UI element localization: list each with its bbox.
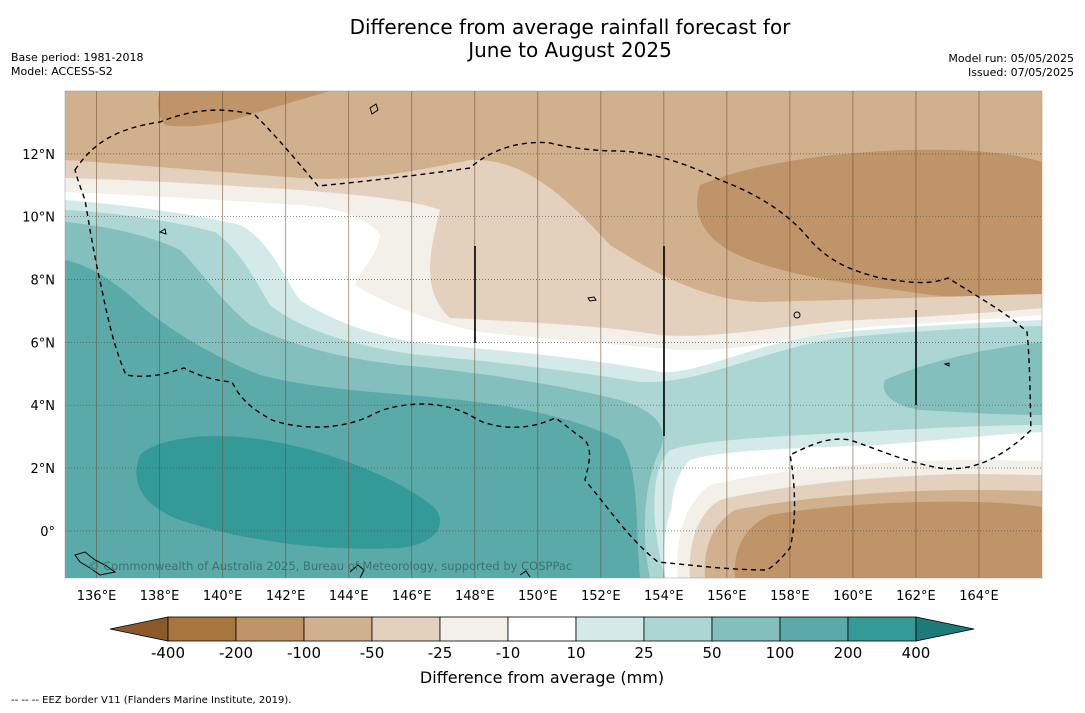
- latitude-tick-label: 10°N: [22, 211, 55, 226]
- longitude-tick-label: 142°E: [266, 589, 306, 604]
- issued-text: Issued: 07/05/2025: [967, 66, 1074, 79]
- island-nw: [369, 103, 379, 115]
- eez-border-main: [74, 109, 1032, 571]
- latitude-tick-label: 12°N: [22, 148, 55, 163]
- colorbar-swatch: [847, 616, 917, 642]
- colorbar-swatch: [711, 616, 781, 642]
- base-period-text: Base period: 1981-2018: [11, 51, 144, 64]
- longitude-tick-label: 154°E: [644, 589, 684, 604]
- map-frame: [64, 90, 1043, 579]
- island-palau: [158, 228, 167, 235]
- colorbar-tick-label: 25: [634, 644, 653, 662]
- colorbar-tick-label: -100: [287, 644, 321, 662]
- colorbar-swatch: [371, 616, 441, 642]
- model-run-text: Model run: 05/05/2025: [948, 52, 1074, 65]
- colorbar-tick-label: 100: [766, 644, 795, 662]
- longitude-tick-label: 136°E: [77, 589, 117, 604]
- longitude-tick-label: 150°E: [518, 589, 558, 604]
- latitude-tick-label: 2°N: [31, 462, 56, 477]
- contour-blob-minus200-nw: [157, 91, 330, 127]
- latitude-tick-label: 4°N: [31, 399, 56, 414]
- colorbar-under-arrow: [109, 616, 169, 642]
- colorbar-tick-label: -50: [360, 644, 385, 662]
- longitude-tick-label: 160°E: [833, 589, 873, 604]
- longitude-tick-label: 148°E: [455, 589, 495, 604]
- run-info: Model run: 05/05/2025 Issued: 07/05/2025: [948, 52, 1074, 80]
- eez-solid-segments: [474, 246, 917, 436]
- colorbar-tick-label: 200: [834, 644, 863, 662]
- colorbar-tick-label: 10: [566, 644, 585, 662]
- colorbar-swatch: [643, 616, 713, 642]
- island-manus: [349, 564, 365, 579]
- contour-blob-plus50-east: [883, 342, 1042, 415]
- island-pohnpei: [793, 311, 801, 319]
- longitude-labels: 136°E 138°E 140°E 142°E 144°E 146°E 148°E 150°E…: [77, 589, 999, 604]
- latitude-labels: 12°N 10°N 8°N 6°N 4°N 2°N 0°: [22, 148, 55, 540]
- latitude-tick-label: 0°: [40, 525, 55, 540]
- longitude-tick-label: 144°E: [329, 589, 369, 604]
- map-title-line-1: Difference from average rainfall forecas…: [349, 15, 791, 39]
- colorbar-swatch: [779, 616, 849, 642]
- contour-blob-minus200-ne: [697, 149, 1042, 299]
- colorbar: -400 -200 -100 -50 -25 -10 10 25 50 100 200 400: [109, 616, 975, 662]
- island-s-coast: [519, 570, 531, 578]
- latitude-tick-label: 6°N: [31, 336, 56, 351]
- colorbar-swatch: [167, 616, 237, 642]
- map-title-line-2: June to August 2025: [468, 38, 672, 62]
- longitude-tick-label: 164°E: [959, 589, 999, 604]
- island-new-guinea-coast: [74, 551, 117, 576]
- colorbar-tick-label: -25: [428, 644, 453, 662]
- colorbar-swatch: [439, 616, 509, 642]
- latitude-tick-label: 8°N: [31, 274, 56, 289]
- colorbar-tick-label: -10: [496, 644, 521, 662]
- colorbar-title: Difference from average (mm): [419, 668, 665, 687]
- copyright-notice: © Commonwealth of Australia 2025, Bureau…: [88, 559, 572, 573]
- longitude-tick-label: 140°E: [203, 589, 243, 604]
- contour-blob-plus200: [136, 435, 441, 549]
- contour-se-minus200: [734, 501, 1042, 578]
- colorbar-over-arrow: [915, 616, 975, 642]
- eez-footnote: -- -- -- EEZ border V11 (Flanders Marine…: [11, 695, 292, 706]
- eez-border-lines: [74, 109, 1032, 571]
- colorbar-tick-label: 50: [702, 644, 721, 662]
- colorbar-tick-label: 400: [902, 644, 931, 662]
- longitude-tick-label: 156°E: [707, 589, 747, 604]
- rainfall-contours: [65, 91, 1042, 578]
- longitude-tick-label: 158°E: [770, 589, 810, 604]
- colorbar-tick-label: -200: [219, 644, 253, 662]
- model-name-text: Model: ACCESS-S2: [11, 65, 113, 78]
- island-chuuk: [587, 296, 597, 302]
- colorbar-swatch: [575, 616, 645, 642]
- longitude-tick-label: 138°E: [140, 589, 180, 604]
- longitude-tick-label: 146°E: [392, 589, 432, 604]
- colorbar-swatch: [507, 616, 577, 642]
- islands: [74, 103, 950, 579]
- island-kosrae: [943, 362, 950, 367]
- base-period-info: Base period: 1981-2018 Model: ACCESS-S2: [11, 51, 143, 79]
- colorbar-swatch: [235, 616, 305, 642]
- longitude-tick-label: 162°E: [896, 589, 936, 604]
- longitude-tick-label: 152°E: [581, 589, 621, 604]
- colorbar-swatch: [303, 616, 373, 642]
- colorbar-tick-label: -400: [151, 644, 185, 662]
